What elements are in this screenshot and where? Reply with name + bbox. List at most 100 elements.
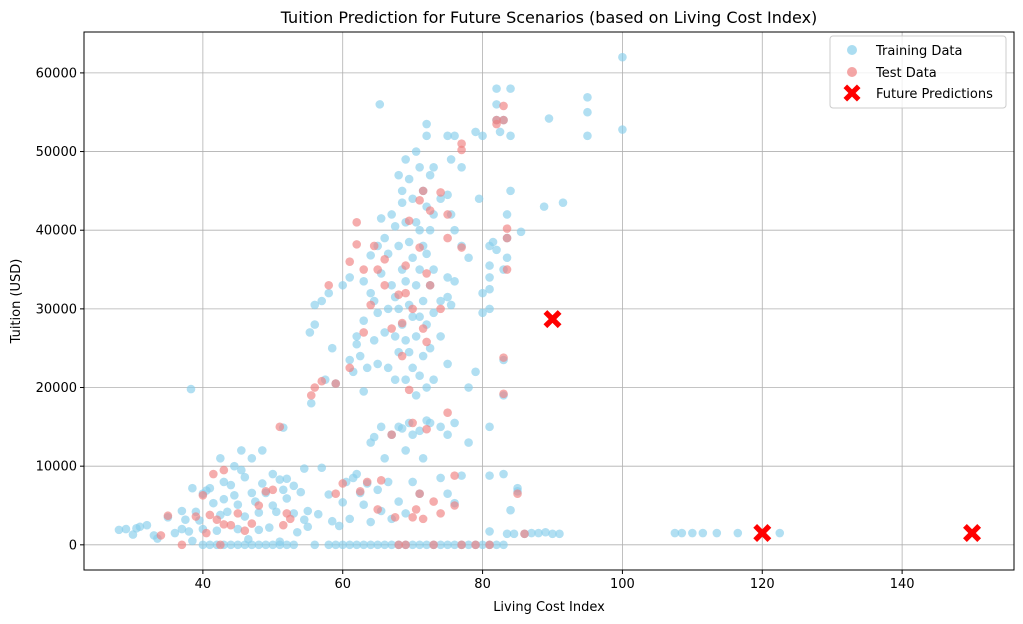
data-point [502, 529, 512, 539]
legend-marker-future [843, 84, 861, 102]
legend: Training Data Test Data Future Predictio… [829, 35, 1007, 109]
data-point [429, 375, 438, 384]
data-point [485, 471, 494, 480]
x-tick-label: 120 [750, 577, 775, 592]
data-point [443, 359, 452, 369]
data-point [317, 376, 327, 386]
data-point [303, 522, 313, 532]
data-point [216, 540, 225, 550]
data-point [390, 221, 400, 231]
prediction-marker [963, 524, 982, 543]
data-point [415, 265, 424, 274]
data-point [464, 383, 473, 392]
data-point [502, 233, 512, 243]
data-point [268, 501, 278, 510]
series-test-data [156, 101, 529, 550]
data-point [401, 155, 410, 164]
data-point [422, 424, 431, 434]
grid [84, 32, 1014, 570]
data-point [373, 485, 382, 495]
data-point [544, 114, 554, 123]
data-point [390, 375, 400, 384]
data-point [223, 507, 232, 517]
data-point [404, 174, 414, 184]
data-point [373, 359, 382, 369]
legend-box [829, 35, 1007, 109]
x-tick-label: 40 [195, 577, 212, 592]
data-point [380, 280, 389, 290]
data-point [401, 509, 410, 518]
data-point [506, 186, 515, 196]
data-point [425, 225, 435, 235]
data-point [240, 472, 250, 482]
data-point [464, 438, 473, 447]
data-point [369, 432, 379, 442]
data-point [555, 529, 564, 539]
data-point [205, 540, 215, 550]
data-point [188, 483, 197, 493]
data-point [299, 464, 309, 473]
data-point [366, 517, 375, 527]
data-point [230, 490, 239, 500]
data-point [366, 300, 375, 310]
data-point [390, 332, 400, 341]
data-point [457, 162, 466, 172]
data-point [450, 277, 459, 286]
data-point [450, 471, 459, 480]
data-point [429, 162, 438, 172]
data-point [240, 526, 250, 535]
data-point [408, 363, 417, 373]
data-point [583, 92, 592, 102]
legend-label-training: Training Data [875, 44, 962, 59]
data-point [261, 540, 271, 550]
data-point [254, 501, 264, 510]
data-point [345, 540, 355, 550]
data-point [478, 540, 487, 550]
data-point [422, 131, 431, 141]
data-point [254, 525, 264, 535]
data-point [380, 454, 389, 463]
data-point [457, 145, 466, 155]
y-tick-label: 40000 [36, 224, 77, 239]
data-point [373, 265, 382, 274]
data-point [338, 540, 348, 550]
x-tick-label: 140 [890, 577, 915, 592]
data-point [376, 422, 386, 432]
data-point [394, 304, 403, 314]
data-point [387, 324, 396, 333]
data-point [436, 188, 445, 197]
prediction-marker [543, 310, 562, 329]
data-point [457, 139, 466, 148]
data-point [436, 540, 445, 550]
data-points [114, 52, 982, 550]
data-point [170, 528, 180, 538]
data-point [303, 506, 313, 516]
data-point [394, 497, 403, 506]
data-point [411, 332, 421, 341]
data-point [226, 520, 236, 530]
legend-label-future: Future Predictions [876, 87, 993, 102]
data-point [471, 367, 480, 377]
data-point [258, 479, 267, 488]
data-point [506, 131, 515, 141]
data-point [383, 363, 393, 373]
data-point [275, 540, 285, 550]
data-point [247, 540, 257, 550]
data-point [355, 351, 365, 361]
data-point [429, 540, 438, 550]
data-point [387, 430, 396, 440]
data-point [359, 316, 368, 325]
data-point [373, 540, 382, 550]
data-point [446, 155, 456, 164]
data-point [205, 483, 215, 493]
legend-marker-training [847, 45, 857, 55]
data-point [324, 540, 334, 550]
data-point [411, 391, 421, 400]
data-point [352, 339, 362, 349]
data-point [443, 489, 452, 499]
data-point [128, 530, 138, 539]
y-tick-label: 60000 [36, 66, 77, 81]
data-point [292, 527, 302, 537]
data-point [502, 224, 512, 233]
data-point [380, 328, 389, 337]
